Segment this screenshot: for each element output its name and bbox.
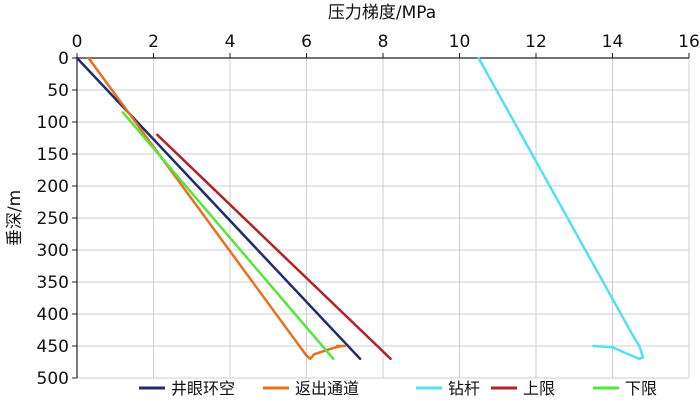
y-tick-label: 200	[37, 177, 69, 197]
series-line	[477, 56, 645, 361]
y-tick-label: 500	[37, 369, 69, 389]
y-tick-label: 50	[47, 81, 69, 101]
y-axis-title: 垂深/m	[5, 190, 25, 246]
series-line	[156, 133, 392, 361]
x-tick-label: 14	[602, 32, 624, 52]
legend-label: 返出通道	[295, 379, 359, 398]
legend-label: 下限	[625, 379, 657, 398]
x-axis-title: 压力梯度/MPa	[328, 3, 436, 23]
x-tick-label: 2	[148, 32, 159, 52]
y-tick-label: 350	[37, 273, 69, 293]
series-lines	[75, 56, 645, 361]
y-tick-label: 150	[37, 145, 69, 165]
x-tick-label: 10	[449, 32, 471, 52]
x-tick-label: 12	[525, 32, 547, 52]
y-tick-label: 0	[58, 49, 69, 69]
y-tick-label: 400	[37, 305, 69, 325]
x-tick-label: 4	[225, 32, 236, 52]
x-tick-label: 6	[301, 32, 312, 52]
grid	[77, 58, 690, 379]
legend-label: 井眼环空	[171, 379, 235, 398]
legend-label: 钻杆	[448, 379, 480, 398]
y-tick-label: 100	[37, 113, 69, 133]
y-tick-label: 250	[37, 209, 69, 229]
x-tick-label: 16	[678, 32, 700, 52]
series-line	[121, 111, 335, 361]
series-line	[87, 56, 347, 361]
y-tick-label: 300	[37, 241, 69, 261]
x-tick-label: 0	[72, 32, 83, 52]
axes: 0 2 4 6 8 10 12 14 16 0 50 100 150 200 250 300 350 400 450…	[37, 32, 700, 389]
x-tick-label: 8	[378, 32, 389, 52]
y-tick-label: 450	[37, 337, 69, 357]
legend-label: 上限	[523, 379, 555, 398]
legend-background	[130, 379, 690, 403]
legend: 井眼环空 返出通道 钻杆 上限 下限	[130, 379, 690, 403]
